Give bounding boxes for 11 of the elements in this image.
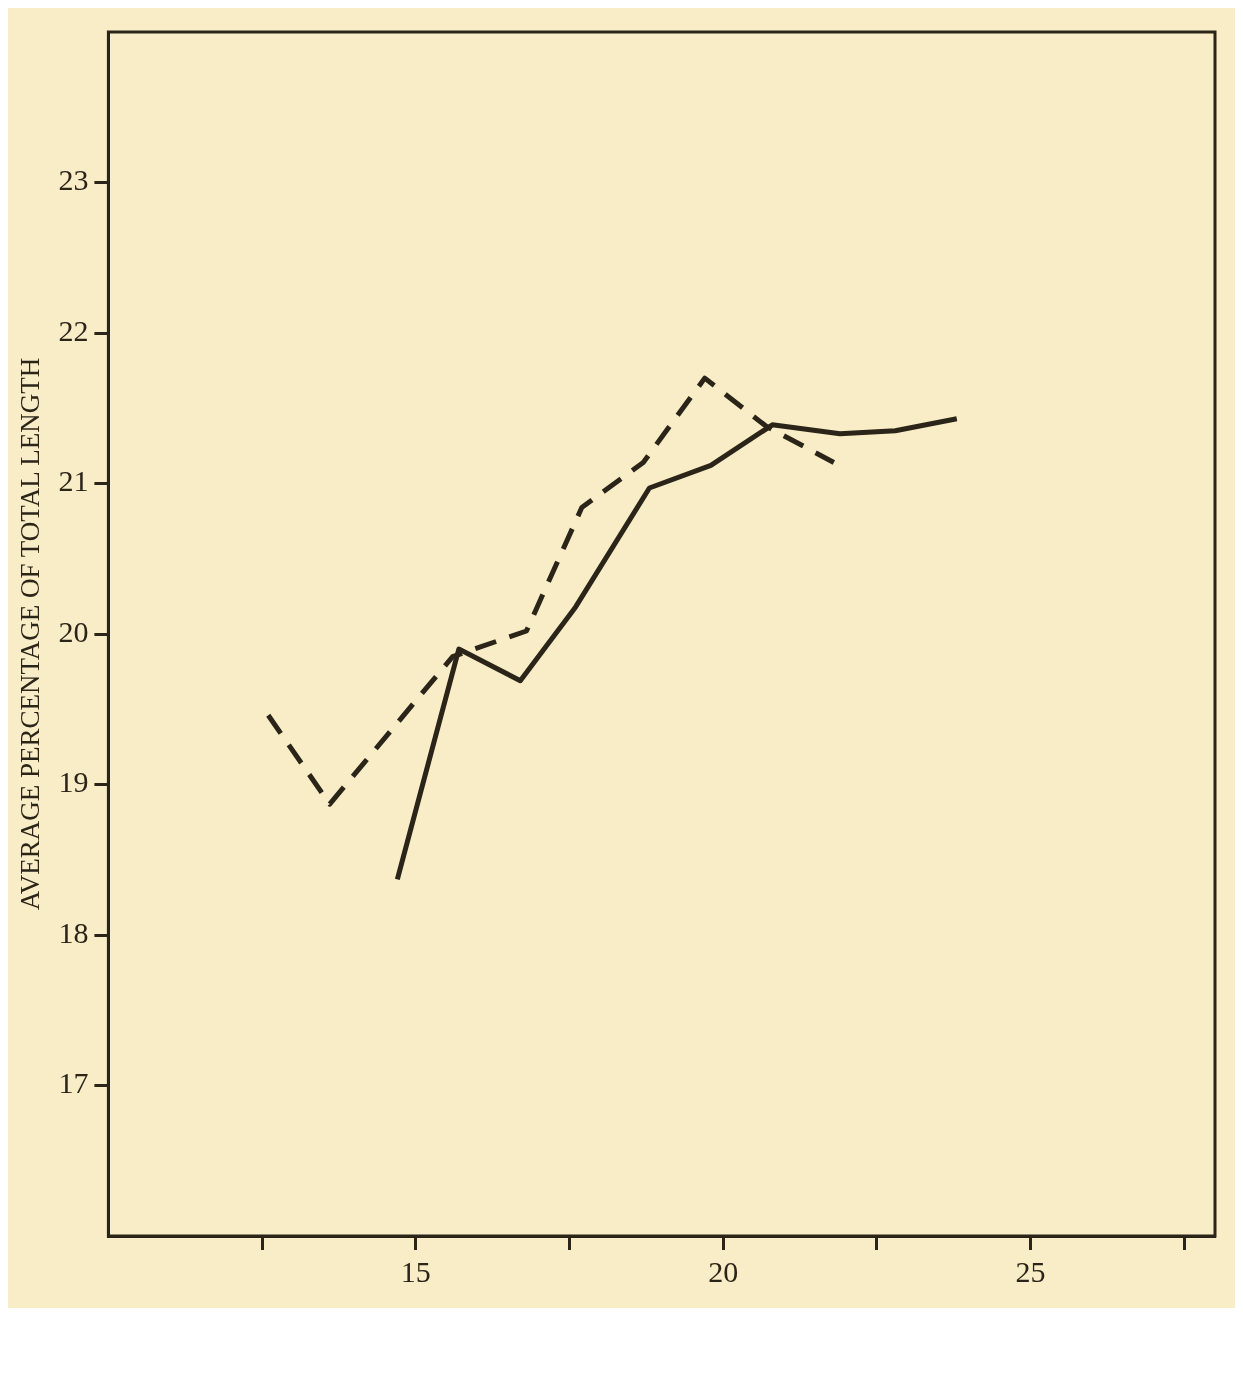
y-axis-title: AVERAGE PERCENTAGE OF TOTAL LENGTH (15, 357, 46, 911)
x-tick-label: 20 (708, 1254, 739, 1288)
y-tick-label: 17 (58, 1066, 89, 1100)
y-tick-label: 21 (58, 464, 89, 498)
y-tick-label: 20 (58, 614, 89, 648)
x-tick-label: 15 (400, 1254, 431, 1288)
y-tick-label: 19 (58, 765, 89, 799)
x-tick-label: 25 (1015, 1254, 1046, 1288)
y-tick-label: 23 (58, 163, 89, 197)
y-tick-label: 18 (58, 915, 89, 949)
y-tick-label: 22 (58, 313, 89, 347)
